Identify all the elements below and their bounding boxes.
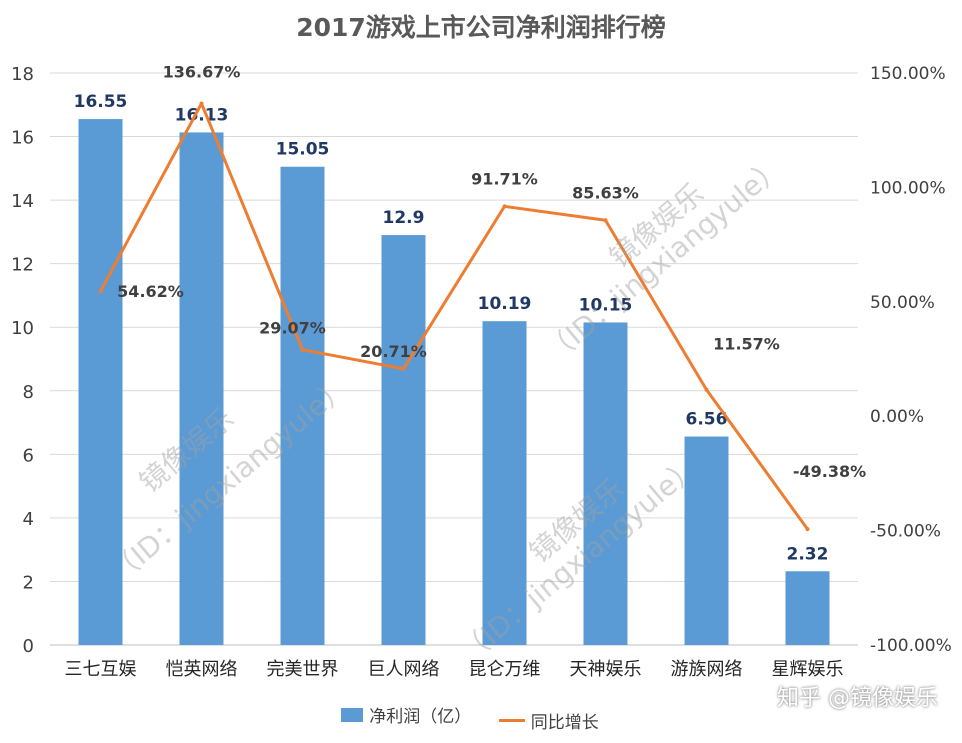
- y-left-tick-label: 18: [11, 64, 34, 85]
- y-right-tick-label: -100.00%: [870, 636, 952, 656]
- x-tick-label: 完美世界: [267, 659, 339, 680]
- y-left-tick-label: 4: [23, 509, 34, 530]
- y-left-tick-label: 0: [23, 636, 34, 657]
- chart-title: 2017游戏上市公司净利润排行榜: [296, 13, 666, 42]
- legend-swatch-line: [498, 718, 525, 722]
- growth-value-label: 11.57%: [713, 335, 780, 354]
- y-left-tick-label: 14: [11, 191, 34, 212]
- y-left-tick-label: 16: [11, 128, 34, 149]
- bar-value-label: 10.15: [579, 295, 633, 315]
- y-left-tick-label: 6: [23, 445, 34, 466]
- bar: [78, 119, 123, 646]
- growth-value-label: -49.38%: [793, 462, 866, 481]
- bar-value-label: 10.19: [478, 294, 532, 314]
- x-tick-label: 星辉娱乐: [772, 659, 844, 680]
- bar-value-label: 16.55: [74, 92, 128, 112]
- x-tick-label: 恺英网络: [166, 659, 238, 680]
- site-watermark: 知乎 @镜像娱乐: [777, 686, 938, 711]
- legend-item-profit: 净利润（亿）: [341, 702, 471, 727]
- growth-value-label: 20.71%: [360, 342, 427, 361]
- legend-label-growth: 同比增长: [530, 712, 599, 733]
- growth-value-label: 29.07%: [259, 319, 326, 338]
- growth-point: [603, 218, 608, 223]
- bar-value-label: 16.13: [175, 105, 229, 125]
- bar-value-label: 2.32: [787, 544, 829, 564]
- growth-point: [199, 101, 204, 106]
- y-right-tick-label: 0.00%: [870, 407, 924, 427]
- legend-label-profit: 净利润（亿）: [369, 707, 472, 727]
- growth-point: [401, 366, 406, 371]
- y-right-tick-label: 100.00%: [870, 178, 946, 198]
- legend-swatch-bar: [341, 707, 364, 722]
- growth-point: [502, 204, 507, 209]
- y-right-tick-label: -50.00%: [870, 522, 941, 542]
- growth-point: [805, 527, 810, 532]
- y-left-tick-label: 2: [23, 572, 34, 593]
- y-left-tick-label: 8: [23, 382, 34, 403]
- x-tick-label: 巨人网络: [368, 659, 440, 680]
- bar: [684, 436, 729, 645]
- y-left-tick-label: 10: [11, 318, 34, 339]
- growth-point: [704, 387, 709, 392]
- growth-point: [98, 289, 103, 294]
- growth-value-label: 54.62%: [117, 282, 184, 301]
- growth-value-label: 91.71%: [471, 169, 538, 188]
- x-tick-label: 昆仑万维: [469, 659, 541, 680]
- growth-value-label: 136.67%: [163, 62, 241, 81]
- legend-item-growth: 同比增长: [498, 708, 599, 733]
- bar: [280, 166, 325, 645]
- y-right-tick-label: 150.00%: [870, 64, 946, 84]
- y-left-tick-label: 12: [11, 255, 34, 276]
- x-tick-label: 三七互娱: [65, 659, 137, 680]
- bar: [482, 321, 527, 645]
- bar: [785, 571, 830, 645]
- growth-line: [99, 101, 809, 531]
- bar-value-label: 15.05: [276, 140, 330, 160]
- bar: [179, 132, 224, 645]
- bar-value-label: 12.9: [383, 208, 425, 228]
- x-tick-label: 天神娱乐: [570, 659, 642, 680]
- bar: [381, 235, 426, 646]
- bar-value-label: 6.56: [686, 410, 728, 430]
- growth-value-label: 85.63%: [572, 183, 639, 202]
- x-tick-label: 游族网络: [671, 659, 743, 680]
- y-right-tick-label: 50.00%: [870, 293, 935, 313]
- growth-point: [300, 347, 305, 352]
- bar: [583, 322, 628, 645]
- legend: 净利润（亿） 同比增长: [0, 702, 962, 733]
